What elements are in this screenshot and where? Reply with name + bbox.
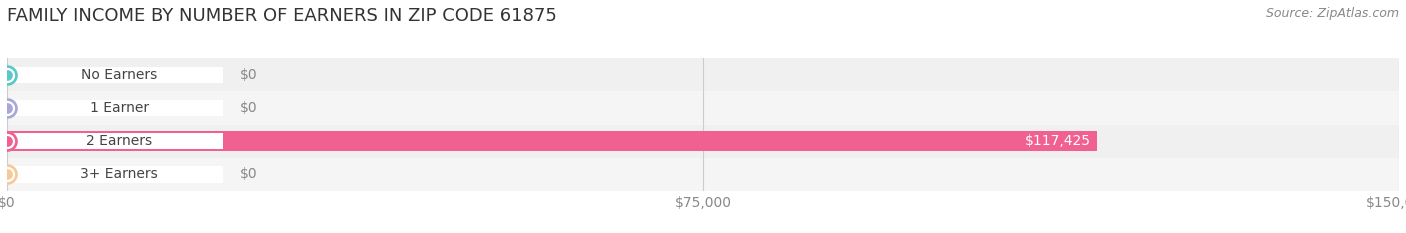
Text: Source: ZipAtlas.com: Source: ZipAtlas.com [1265, 7, 1399, 20]
Point [0, 173, 18, 176]
Bar [7, 67, 222, 83]
Text: $0: $0 [239, 68, 257, 82]
Bar [7, 92, 1399, 125]
Bar [7, 133, 222, 149]
Point [0, 73, 18, 77]
Point [0, 139, 18, 143]
Text: FAMILY INCOME BY NUMBER OF EARNERS IN ZIP CODE 61875: FAMILY INCOME BY NUMBER OF EARNERS IN ZI… [7, 7, 557, 25]
Bar [7, 131, 1097, 151]
Bar [7, 158, 1399, 191]
Point [0, 106, 18, 110]
Text: No Earners: No Earners [82, 68, 157, 82]
Text: $0: $0 [239, 101, 257, 115]
Text: $0: $0 [239, 168, 257, 182]
Text: 1 Earner: 1 Earner [90, 101, 149, 115]
Point [0, 139, 18, 143]
Text: 2 Earners: 2 Earners [86, 134, 152, 148]
Point [0, 106, 18, 110]
Point [0, 139, 18, 143]
Point [0, 173, 18, 176]
Point [0, 106, 18, 110]
Bar [7, 58, 1399, 92]
Text: 3+ Earners: 3+ Earners [80, 168, 157, 182]
Point [0, 173, 18, 176]
Bar [7, 100, 222, 116]
Bar [7, 166, 222, 183]
Point [0, 73, 18, 77]
Text: $117,425: $117,425 [1025, 134, 1091, 148]
Bar [7, 125, 1399, 158]
Point [0, 73, 18, 77]
